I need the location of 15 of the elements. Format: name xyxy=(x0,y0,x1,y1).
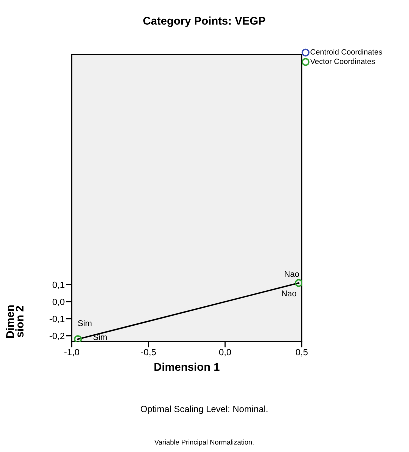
annotation: Nao xyxy=(282,290,297,297)
annotation: Sim xyxy=(78,320,92,326)
y-axis-title: Dimen sion 2 xyxy=(6,306,24,338)
x-tick-label: 0,5 xyxy=(296,349,308,357)
x-tick-label: -1,0 xyxy=(64,349,80,357)
chart-title: Category Points: VEGP xyxy=(144,16,266,28)
x-tick-label: 0,0 xyxy=(219,349,232,357)
text: Optimal Scaling Level: Nominal. xyxy=(140,406,268,414)
y-tick-label: 0,0 xyxy=(52,298,65,306)
x-tick-label: -0,5 xyxy=(141,349,156,357)
x-axis-title: Dimension 1 xyxy=(154,362,220,372)
y-tick-label: 0,1 xyxy=(52,282,65,290)
y-tick-label: -0,1 xyxy=(50,316,65,324)
y-tick-label: -0,2 xyxy=(50,333,65,340)
annotation: Nao xyxy=(285,271,300,278)
